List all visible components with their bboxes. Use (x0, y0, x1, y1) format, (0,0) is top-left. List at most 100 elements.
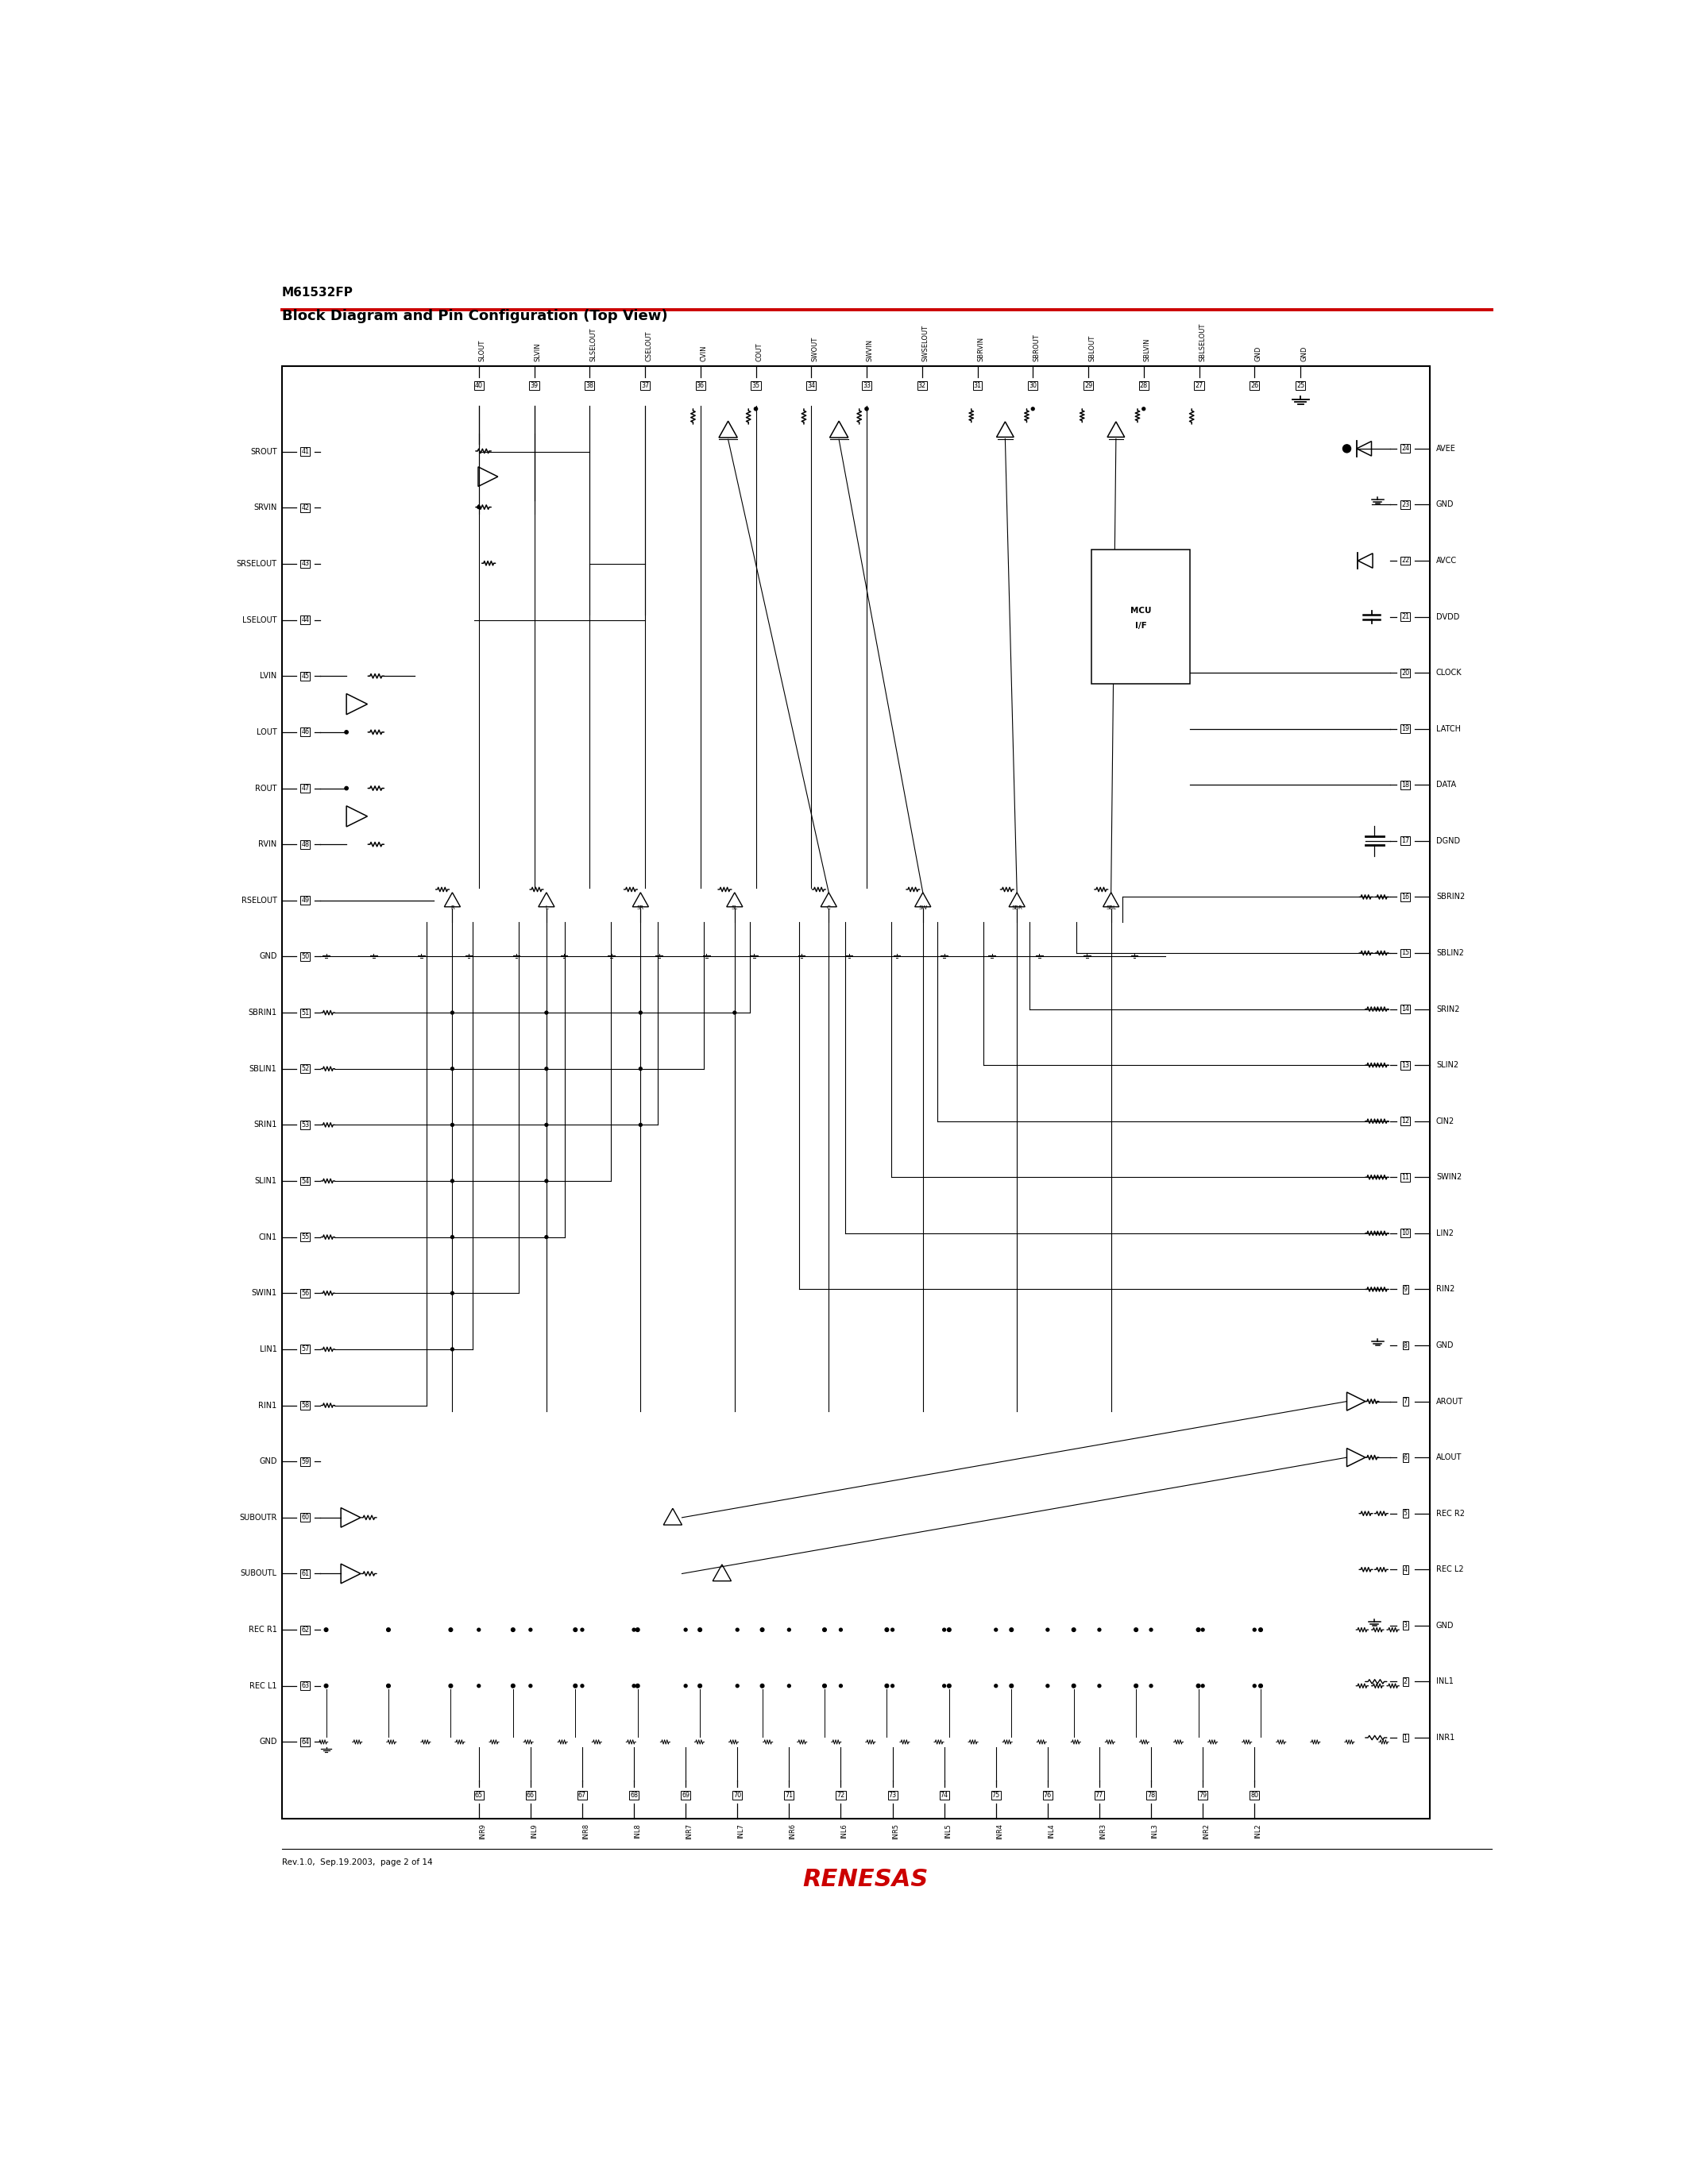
Circle shape (545, 1236, 549, 1238)
Circle shape (733, 1011, 736, 1013)
Text: INR1: INR1 (1436, 1734, 1455, 1741)
Circle shape (324, 1627, 327, 1631)
Circle shape (1252, 1684, 1256, 1688)
Circle shape (755, 406, 758, 411)
Text: SWIN2: SWIN2 (1436, 1173, 1462, 1182)
Text: 13: 13 (1401, 1061, 1409, 1068)
Text: SLIN2: SLIN2 (1436, 1061, 1458, 1070)
Text: AROUT: AROUT (1436, 1398, 1463, 1404)
Text: 41: 41 (300, 448, 309, 454)
Circle shape (451, 1123, 454, 1127)
Text: DATA: DATA (1436, 782, 1457, 788)
Text: 10: 10 (1401, 1230, 1409, 1236)
Text: 28: 28 (1139, 382, 1148, 389)
Text: SLOUT: SLOUT (479, 339, 486, 360)
Text: SBRVIN: SBRVIN (977, 336, 984, 360)
Circle shape (1072, 1627, 1075, 1631)
Text: LSELOUT: LSELOUT (243, 616, 277, 625)
Circle shape (511, 1684, 515, 1688)
Text: INL9: INL9 (530, 1824, 538, 1839)
Circle shape (581, 1684, 584, 1688)
Text: 4: 4 (1403, 1566, 1408, 1572)
Circle shape (885, 1627, 888, 1631)
Text: 8: 8 (1403, 1341, 1408, 1350)
Text: 80: 80 (1251, 1791, 1259, 1800)
Text: SBRIN2: SBRIN2 (1436, 893, 1465, 902)
Text: INR2: INR2 (1204, 1824, 1210, 1839)
Text: 79: 79 (1198, 1791, 1207, 1800)
Text: INL2: INL2 (1254, 1824, 1261, 1839)
Text: 39: 39 (530, 382, 538, 389)
Text: 60: 60 (300, 1514, 309, 1520)
Circle shape (822, 1627, 827, 1631)
Circle shape (449, 1684, 452, 1688)
Text: 33: 33 (863, 382, 871, 389)
Text: SWVIN: SWVIN (866, 339, 874, 360)
Text: MCU: MCU (1129, 607, 1151, 614)
Circle shape (640, 1123, 641, 1127)
Text: INL4: INL4 (1048, 1824, 1055, 1839)
Circle shape (891, 1629, 895, 1631)
Text: COUT: COUT (756, 343, 763, 360)
Text: 31: 31 (974, 382, 981, 389)
Text: 32: 32 (918, 382, 927, 389)
Text: INR7: INR7 (685, 1824, 692, 1839)
Circle shape (633, 1684, 635, 1688)
Text: GND: GND (1436, 1341, 1453, 1350)
Text: 29: 29 (1084, 382, 1092, 389)
Text: 58: 58 (300, 1402, 309, 1409)
Text: INR9: INR9 (479, 1824, 486, 1839)
Text: SBLIN2: SBLIN2 (1436, 950, 1463, 957)
Text: 6: 6 (1403, 1455, 1408, 1461)
Text: SROUT: SROUT (250, 448, 277, 456)
Text: 78: 78 (1148, 1791, 1155, 1800)
Circle shape (1252, 1629, 1256, 1631)
Text: 54: 54 (300, 1177, 309, 1184)
Text: C: C (827, 906, 830, 911)
Text: RENESAS: RENESAS (802, 1867, 928, 1891)
Circle shape (640, 1068, 641, 1070)
Text: DVDD: DVDD (1436, 614, 1460, 620)
Circle shape (545, 1068, 549, 1070)
Text: 20: 20 (1401, 668, 1409, 677)
Text: 74: 74 (940, 1791, 949, 1800)
Text: INR5: INR5 (893, 1824, 900, 1839)
Text: 42: 42 (300, 505, 309, 511)
Circle shape (839, 1629, 842, 1631)
Circle shape (451, 1348, 454, 1350)
Text: 57: 57 (300, 1345, 309, 1352)
Text: M61532FP: M61532FP (282, 286, 353, 299)
Text: CIN1: CIN1 (258, 1234, 277, 1241)
Text: 55: 55 (300, 1234, 309, 1241)
Text: 52: 52 (300, 1066, 309, 1072)
Text: 2: 2 (1403, 1677, 1408, 1686)
Text: 45: 45 (300, 673, 309, 679)
Text: INR3: INR3 (1099, 1824, 1107, 1839)
Text: 5: 5 (1403, 1509, 1408, 1518)
Circle shape (1072, 1684, 1075, 1688)
Text: SWOUT: SWOUT (812, 336, 819, 360)
Text: SBROUT: SBROUT (1033, 334, 1040, 360)
Text: 22: 22 (1401, 557, 1409, 563)
Text: 3: 3 (1403, 1623, 1408, 1629)
Text: R: R (451, 906, 454, 911)
Text: CSELOUT: CSELOUT (645, 330, 652, 360)
Text: LVIN: LVIN (260, 673, 277, 679)
Text: SRSELOUT: SRSELOUT (236, 559, 277, 568)
Text: 16: 16 (1401, 893, 1409, 900)
Text: DGND: DGND (1436, 836, 1460, 845)
Text: 11: 11 (1401, 1173, 1409, 1182)
Text: SRVIN: SRVIN (253, 505, 277, 511)
Text: 77: 77 (1096, 1791, 1104, 1800)
Text: 48: 48 (300, 841, 309, 847)
Text: SBLIN1: SBLIN1 (250, 1066, 277, 1072)
Text: 64: 64 (300, 1738, 309, 1745)
Text: SBRIN1: SBRIN1 (248, 1009, 277, 1016)
Text: 44: 44 (300, 616, 309, 622)
Text: LATCH: LATCH (1436, 725, 1460, 734)
Text: 68: 68 (630, 1791, 638, 1800)
Circle shape (545, 1011, 549, 1013)
Circle shape (1097, 1629, 1101, 1631)
Circle shape (387, 1627, 390, 1631)
Bar (1092, 550, 1190, 684)
